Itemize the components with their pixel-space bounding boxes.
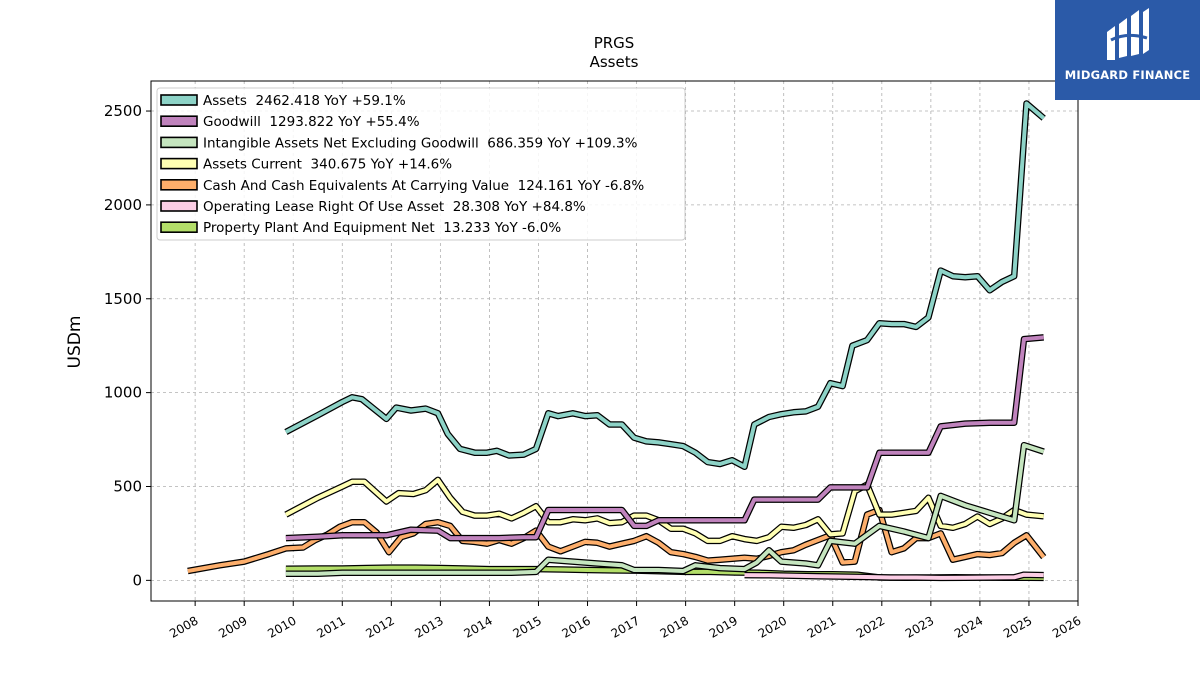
series-intangible-assets-net-excluding-goodwill [285,441,1045,578]
series-line [744,572,1044,580]
x-tick-label: 2025 [1001,613,1034,640]
series-operating-lease-right-of-use-asset [744,571,1044,582]
series-goodwill [285,334,1044,542]
legend-entry: Intangible Assets Net Excluding Goodwill… [203,135,638,151]
y-tick-label: 1000 [104,384,142,402]
series-line [285,443,1045,576]
logo-text: MIDGARD FINANCE [1064,68,1191,82]
midgard-finance-logo: MIDGARD FINANCE [1055,0,1200,100]
y-tick-label: 2500 [104,102,142,120]
series-cash-and-cash-equivalents-at-carrying-value [187,506,1047,575]
x-tick-label: 2014 [461,613,494,640]
x-tick-label: 2012 [363,613,396,640]
series-line [285,335,1044,541]
legend-entry: Goodwill 1293.822 YoY +55.4% [203,114,420,130]
y-axis-label: USDm [65,316,85,369]
x-tick-label: 2022 [854,613,887,640]
x-tick-label: 2011 [314,613,347,640]
x-tick-label: 2015 [511,613,544,640]
legend: Assets 2462.418 YoY +59.1% Goodwill 1293.… [156,87,686,241]
midgard-logo-icon [1107,8,1149,60]
x-tick-label: 2010 [265,613,298,640]
legend-entry: Property Plant And Equipment Net 13.233 … [203,220,561,236]
x-axis: 2008 2009 2010 2011 2012 2013 2014 2015 2016 2017… [167,601,1084,641]
legend-swatch [160,179,198,191]
x-tick-label: 2016 [560,613,593,640]
x-tick-label: 2026 [1050,613,1083,640]
x-tick-label: 2024 [952,613,985,640]
y-tick-label: 500 [113,477,142,495]
legend-entry: Operating Lease Right Of Use Asset 28.30… [203,199,586,215]
chart-title: PRGS [594,34,635,52]
chart-subtitle: Assets [590,53,639,71]
legend-swatch [160,115,198,127]
series-line [284,477,1044,543]
legend-swatch [160,200,198,212]
series-assets-current [284,476,1045,545]
legend-entry: Assets 2462.418 YoY +59.1% [203,93,406,109]
x-tick-label: 2019 [707,613,740,640]
legend-swatch [160,221,198,233]
x-tick-label: 2009 [216,613,249,640]
series-line [284,101,1045,469]
y-tick-label: 0 [132,571,142,589]
legend-entry: Cash And Cash Equivalents At Carrying Va… [203,178,644,194]
x-tick-label: 2008 [167,613,200,640]
y-tick-label: 2000 [104,196,142,214]
x-tick-label: 2023 [903,613,936,640]
x-tick-label: 2017 [609,613,642,640]
series-line [187,508,1046,573]
legend-swatch [160,94,198,106]
legend-box [156,87,686,241]
legend-swatch [160,136,198,149]
x-tick-label: 2020 [756,613,789,640]
series-assets [284,100,1046,471]
x-tick-label: 2013 [412,613,445,640]
legend-entry: Assets Current 340.675 YoY +14.6% [203,157,452,173]
x-tick-label: 2021 [805,613,838,640]
y-axis: 0 500 1000 1500 2000 2500 [104,102,151,589]
x-tick-label: 2018 [658,613,691,640]
plot-frame [150,80,1079,602]
series-lines [187,100,1047,582]
legend-swatch [160,157,198,170]
y-tick-label: 1500 [104,290,142,308]
